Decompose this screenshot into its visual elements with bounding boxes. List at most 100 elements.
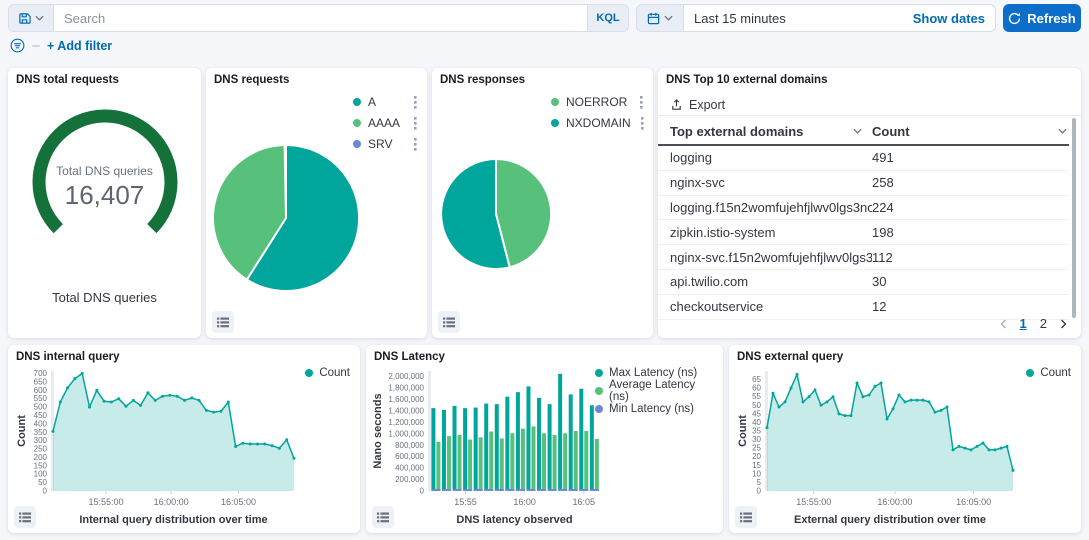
svg-text:15:55:00: 15:55:00: [796, 497, 831, 507]
legend-item[interactable]: NXDOMAIN: [551, 115, 643, 131]
svg-text:0: 0: [420, 487, 425, 496]
add-filter-link[interactable]: + Add filter: [47, 39, 112, 53]
svg-text:16:00:00: 16:00:00: [154, 497, 189, 507]
svg-text:60: 60: [752, 384, 761, 393]
kql-button[interactable]: KQL: [587, 5, 628, 31]
chevron-down-icon: [664, 15, 673, 21]
svg-text:15:55: 15:55: [454, 497, 477, 507]
domain-cell: checkoutservice: [670, 299, 872, 314]
dns-latency-chart[interactable]: 0200,000400,000600,000800,0001,000,0001,…: [372, 363, 717, 527]
svg-text:350: 350: [34, 428, 48, 437]
legend-menu-icon[interactable]: [640, 96, 643, 109]
export-button[interactable]: Export: [658, 94, 1081, 116]
show-dates-link[interactable]: Show dates: [913, 5, 995, 31]
domain-cell: nginx-svc: [670, 175, 872, 190]
count-cell: 112: [872, 250, 1069, 265]
legend-item[interactable]: A: [353, 94, 417, 110]
dns-responses-legend: NOERROR NXDOMAIN: [551, 94, 643, 136]
panel-title: DNS Latency: [374, 351, 445, 363]
previous-page-button[interactable]: [1000, 319, 1007, 329]
legend-toggle-button[interactable]: [438, 311, 460, 333]
panel-title: DNS external query: [737, 351, 843, 363]
svg-text:35: 35: [752, 427, 761, 436]
legend-toggle-button[interactable]: [372, 506, 394, 528]
dns-internal-query-chart[interactable]: 0501001502002503003504004505005506006507…: [16, 363, 352, 527]
svg-text:450: 450: [34, 411, 48, 420]
table-row: zipkin.istio-system198: [658, 220, 1069, 245]
table-scrollbar[interactable]: [1072, 118, 1076, 318]
table-row: nginx-svc.f15n2womfujehfjlwv0lgs3no...11…: [658, 245, 1069, 270]
svg-text:50: 50: [38, 478, 47, 487]
count-cell: 491: [872, 150, 1069, 165]
legend-menu-icon[interactable]: [414, 138, 417, 151]
domain-cell: logging.f15n2womfujehfjlwv0lgs3nog....: [670, 200, 872, 215]
list-icon: [377, 512, 389, 523]
gauge-center-label: Total DNS queries: [8, 164, 201, 178]
filter-bar: + Add filter: [10, 38, 112, 53]
svg-text:250: 250: [34, 445, 48, 454]
dns-requests-pie-chart[interactable]: [206, 138, 376, 306]
panel-dns-internal-query: DNS internal query Count 050100150200250…: [8, 345, 360, 533]
page-button-2[interactable]: 2: [1040, 316, 1047, 331]
svg-text:1,400,000: 1,400,000: [388, 407, 424, 416]
gauge-bottom-label: Total DNS queries: [8, 290, 201, 305]
count-cell: 12: [872, 299, 1069, 314]
legend-dot: [353, 119, 361, 127]
legend-toggle-button[interactable]: [735, 506, 757, 528]
date-picker: Last 15 minutes Show dates: [636, 4, 996, 32]
svg-text:0: 0: [43, 487, 48, 496]
refresh-icon: [1008, 12, 1021, 25]
gauge-value: 16,407: [8, 180, 201, 211]
time-range-value[interactable]: Last 15 minutes: [684, 5, 913, 31]
legend-label: NOERROR: [566, 95, 630, 109]
table-row: logging491: [658, 146, 1069, 171]
svg-text:100: 100: [34, 470, 48, 479]
count-cell: 224: [872, 200, 1069, 215]
count-cell: 198: [872, 225, 1069, 240]
svg-text:0: 0: [757, 487, 762, 496]
next-page-button[interactable]: [1060, 319, 1067, 329]
legend-toggle-button[interactable]: [212, 311, 234, 333]
panel-dns-requests: DNS requests AAAAASRV: [206, 68, 427, 338]
search-input[interactable]: [54, 5, 587, 31]
dns-external-query-chart[interactable]: 0510152025303540455055606515:55:0016:00:…: [737, 363, 1073, 527]
refresh-button[interactable]: Refresh: [1003, 4, 1081, 32]
dns-responses-pie-chart[interactable]: [432, 148, 602, 298]
calendar-menu-button[interactable]: [637, 5, 684, 31]
panel-title: DNS requests: [214, 74, 289, 86]
saved-query-menu-button[interactable]: [9, 5, 54, 31]
panel-dns-responses: DNS responses NOERROR NXDOMAIN: [432, 68, 653, 338]
list-icon: [740, 512, 752, 523]
svg-text:DNS latency observed: DNS latency observed: [456, 514, 572, 526]
legend-menu-icon[interactable]: [414, 96, 417, 109]
svg-text:200,000: 200,000: [395, 475, 424, 484]
save-icon: [18, 12, 31, 25]
chevron-down-icon[interactable]: [1058, 128, 1067, 134]
svg-text:5: 5: [757, 478, 762, 487]
column-header-domains[interactable]: Top external domains: [670, 124, 872, 139]
svg-text:30: 30: [752, 435, 761, 444]
panel-dns-latency: DNS Latency Max Latency (ns)Average Late…: [366, 345, 723, 533]
svg-text:16:05:00: 16:05:00: [956, 497, 991, 507]
table-body: logging491nginx-svc258logging.f15n2womfu…: [658, 146, 1069, 320]
chevron-down-icon[interactable]: [853, 128, 862, 134]
filter-icon[interactable]: [10, 38, 25, 53]
table-row: logging.f15n2womfujehfjlwv0lgs3nog....22…: [658, 196, 1069, 221]
panel-title: DNS responses: [440, 74, 525, 86]
legend-toggle-button[interactable]: [14, 506, 36, 528]
legend-item[interactable]: AAAA: [353, 115, 417, 131]
count-cell: 258: [872, 175, 1069, 190]
table-header: Top external domains Count: [658, 118, 1069, 146]
panel-title: DNS internal query: [16, 351, 120, 363]
svg-text:16:05:00: 16:05:00: [221, 497, 256, 507]
svg-text:800,000: 800,000: [395, 441, 424, 450]
page-button-1[interactable]: 1: [1020, 316, 1027, 331]
legend-item[interactable]: NOERROR: [551, 94, 643, 110]
svg-text:600: 600: [34, 386, 48, 395]
column-header-count[interactable]: Count: [872, 124, 1069, 139]
legend-menu-icon[interactable]: [641, 117, 644, 130]
svg-text:400,000: 400,000: [395, 464, 424, 473]
svg-text:15: 15: [752, 461, 761, 470]
svg-text:45: 45: [752, 409, 761, 418]
legend-menu-icon[interactable]: [414, 117, 417, 130]
